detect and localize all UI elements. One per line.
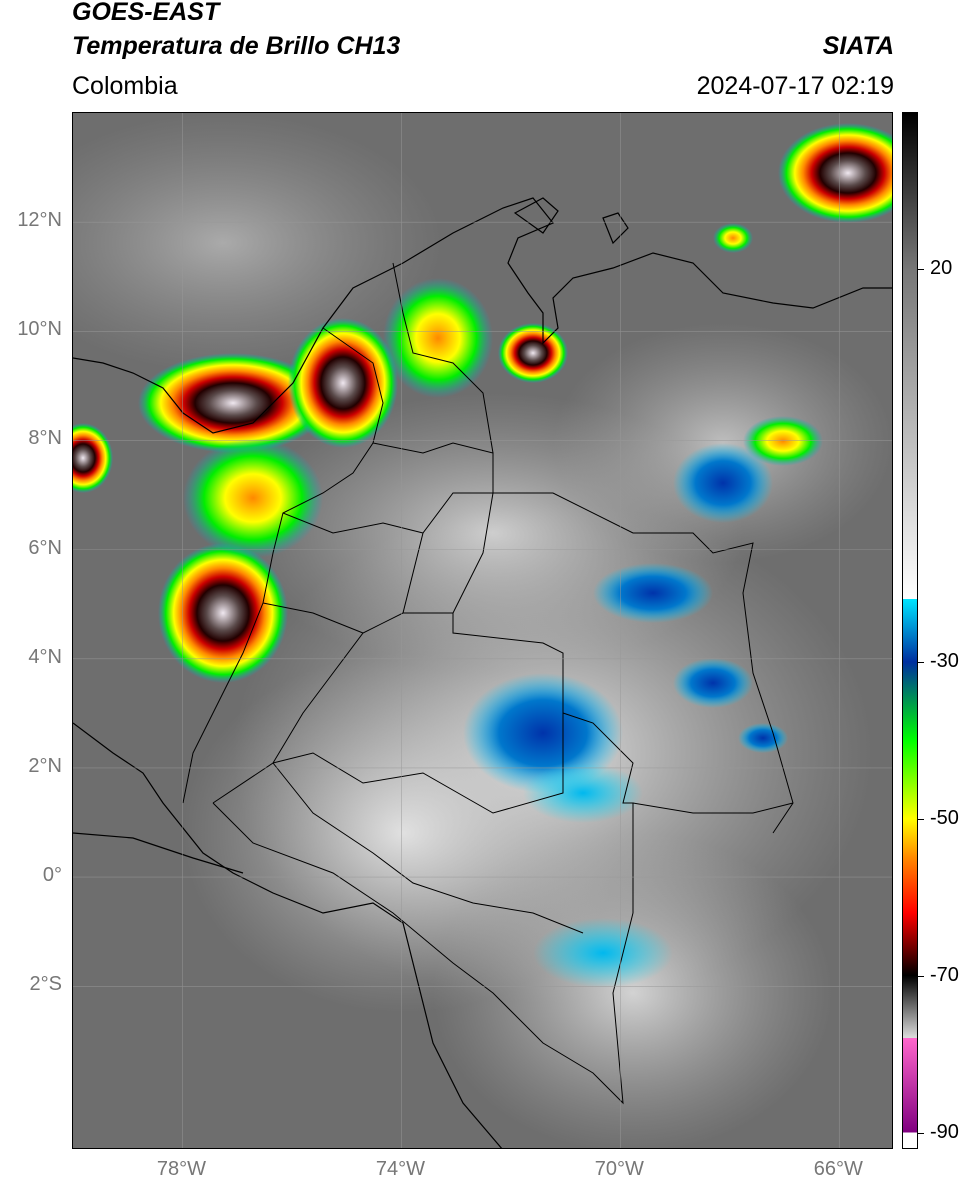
lon-label: 74°W — [375, 1158, 425, 1180]
lat-label: 2°S — [29, 973, 62, 996]
region-label: Colombia — [72, 72, 178, 100]
colorbar-tick — [918, 819, 924, 821]
political-borders — [182, 262, 794, 1105]
colorbar-tick-label: -70 — [930, 964, 959, 987]
coastlines — [73, 197, 892, 1148]
colorbar-tick — [918, 269, 924, 271]
colorbar-tick — [918, 976, 924, 978]
lat-label: 10°N — [17, 318, 62, 341]
lat-label: 4°N — [28, 645, 62, 668]
satellite-map[interactable] — [72, 112, 893, 1149]
lat-label: 8°N — [28, 427, 62, 450]
lat-label: 6°N — [28, 536, 62, 559]
lat-label: 2°N — [28, 754, 62, 777]
lat-label: 12°N — [17, 209, 62, 232]
product-title: Temperatura de Brillo CH13 — [72, 32, 401, 60]
colorbar-tick-label: -50 — [930, 807, 959, 830]
colorbar-tick — [918, 1133, 924, 1135]
lon-label: 70°W — [594, 1158, 644, 1180]
colorbar-tick-label: 20 — [930, 257, 953, 280]
colorbar — [902, 112, 918, 1149]
lon-label: 66°W — [813, 1158, 863, 1180]
organization-label: SIATA — [822, 32, 894, 60]
map-canvas — [73, 113, 892, 1148]
storm-cells — [73, 123, 892, 988]
lon-label: 78°W — [156, 1158, 207, 1180]
timestamp-label: 2024-07-17 02:19 — [696, 72, 894, 100]
graticule — [73, 113, 892, 1148]
colorbar-tick-label: -30 — [930, 649, 959, 672]
colorbar-tick — [918, 661, 924, 663]
satellite-title: GOES-EAST — [72, 0, 220, 26]
colorbar-tick-label: -90 — [930, 1121, 959, 1144]
lat-label: 0° — [42, 864, 62, 887]
